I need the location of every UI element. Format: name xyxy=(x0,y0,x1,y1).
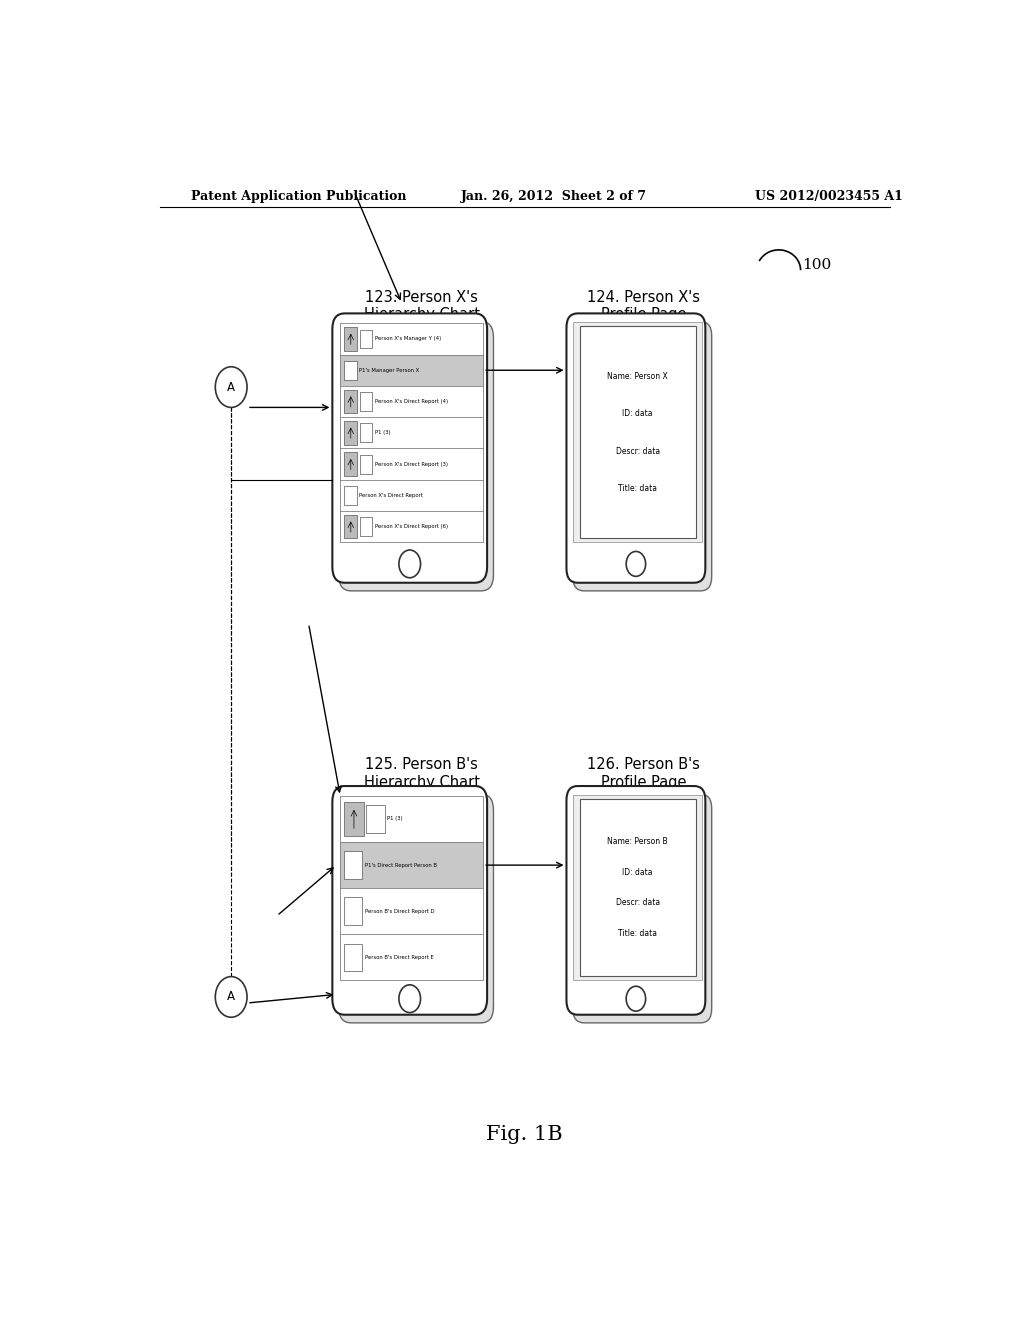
Bar xyxy=(344,421,357,445)
FancyBboxPatch shape xyxy=(339,795,494,1023)
Bar xyxy=(340,323,483,543)
Text: Person B's Direct Report D: Person B's Direct Report D xyxy=(365,908,434,913)
FancyBboxPatch shape xyxy=(333,313,487,582)
Text: US 2012/0023455 A1: US 2012/0023455 A1 xyxy=(755,190,903,202)
Text: P1 (3): P1 (3) xyxy=(375,430,390,436)
Text: Jan. 26, 2012  Sheet 2 of 7: Jan. 26, 2012 Sheet 2 of 7 xyxy=(461,190,647,202)
Bar xyxy=(359,454,373,474)
Text: Patent Application Publication: Patent Application Publication xyxy=(191,190,407,202)
Text: Person X's Direct Report (6): Person X's Direct Report (6) xyxy=(375,524,447,529)
Circle shape xyxy=(215,367,247,408)
FancyBboxPatch shape xyxy=(333,785,487,1015)
Bar xyxy=(340,796,483,842)
Bar xyxy=(359,392,373,411)
Bar xyxy=(573,795,701,981)
Bar xyxy=(344,453,357,475)
Text: ID: data: ID: data xyxy=(623,409,653,418)
FancyBboxPatch shape xyxy=(572,795,712,1023)
Bar xyxy=(359,330,373,348)
Circle shape xyxy=(215,977,247,1018)
Text: Person X's Direct Report (3): Person X's Direct Report (3) xyxy=(375,462,447,466)
Bar xyxy=(573,322,701,543)
Bar xyxy=(580,326,695,539)
Bar xyxy=(340,511,483,543)
Bar xyxy=(359,517,373,536)
Bar xyxy=(340,796,483,981)
Circle shape xyxy=(627,552,645,577)
Bar xyxy=(340,385,483,417)
Text: 124. Person X's
Profile Page: 124. Person X's Profile Page xyxy=(588,289,700,322)
Bar xyxy=(340,417,483,449)
Text: Person B's Direct Report E: Person B's Direct Report E xyxy=(365,954,433,960)
Text: ID: data: ID: data xyxy=(623,867,653,876)
Bar xyxy=(344,360,356,380)
FancyBboxPatch shape xyxy=(566,785,706,1015)
Text: 100: 100 xyxy=(803,259,831,272)
Bar xyxy=(344,486,356,504)
FancyBboxPatch shape xyxy=(339,322,494,591)
Text: A: A xyxy=(227,380,236,393)
Text: Person X's Manager Y (4): Person X's Manager Y (4) xyxy=(375,337,441,342)
Text: Descr: data: Descr: data xyxy=(615,899,659,907)
Text: 123. Person X's
Hierarchy Chart: 123. Person X's Hierarchy Chart xyxy=(364,289,479,322)
Bar xyxy=(344,898,362,925)
Bar xyxy=(340,935,483,981)
Text: P1's Manager Person X: P1's Manager Person X xyxy=(358,368,419,372)
Bar xyxy=(344,801,364,837)
Bar xyxy=(340,842,483,888)
Circle shape xyxy=(627,986,645,1011)
Bar xyxy=(359,424,373,442)
Bar xyxy=(367,805,385,833)
Bar xyxy=(344,515,357,539)
Text: P1 (3): P1 (3) xyxy=(387,817,402,821)
Bar xyxy=(344,851,362,879)
Bar xyxy=(340,888,483,935)
Bar xyxy=(340,323,483,355)
Bar xyxy=(580,799,695,977)
Text: Person X's Direct Report: Person X's Direct Report xyxy=(358,492,423,498)
Text: Name: Person B: Name: Person B xyxy=(607,837,668,846)
Text: Title: data: Title: data xyxy=(618,484,657,494)
Bar xyxy=(344,327,357,351)
Text: P1's Direct Report Person B: P1's Direct Report Person B xyxy=(365,862,437,867)
Text: A: A xyxy=(227,990,236,1003)
Text: Title: data: Title: data xyxy=(618,929,657,939)
Bar xyxy=(344,389,357,413)
FancyBboxPatch shape xyxy=(572,322,712,591)
Bar xyxy=(340,355,483,385)
Text: Descr: data: Descr: data xyxy=(615,446,659,455)
Circle shape xyxy=(399,550,421,578)
Text: 126. Person B's
Profile Page: 126. Person B's Profile Page xyxy=(588,758,700,789)
Circle shape xyxy=(399,985,421,1012)
FancyBboxPatch shape xyxy=(566,313,706,582)
Bar xyxy=(340,479,483,511)
Text: Fig. 1B: Fig. 1B xyxy=(486,1125,563,1143)
Text: Name: Person X: Name: Person X xyxy=(607,371,668,380)
Text: 125. Person B's
Hierarchy Chart: 125. Person B's Hierarchy Chart xyxy=(364,758,479,789)
Bar xyxy=(344,944,362,972)
Text: Person X's Direct Report (4): Person X's Direct Report (4) xyxy=(375,399,447,404)
Bar xyxy=(340,449,483,479)
